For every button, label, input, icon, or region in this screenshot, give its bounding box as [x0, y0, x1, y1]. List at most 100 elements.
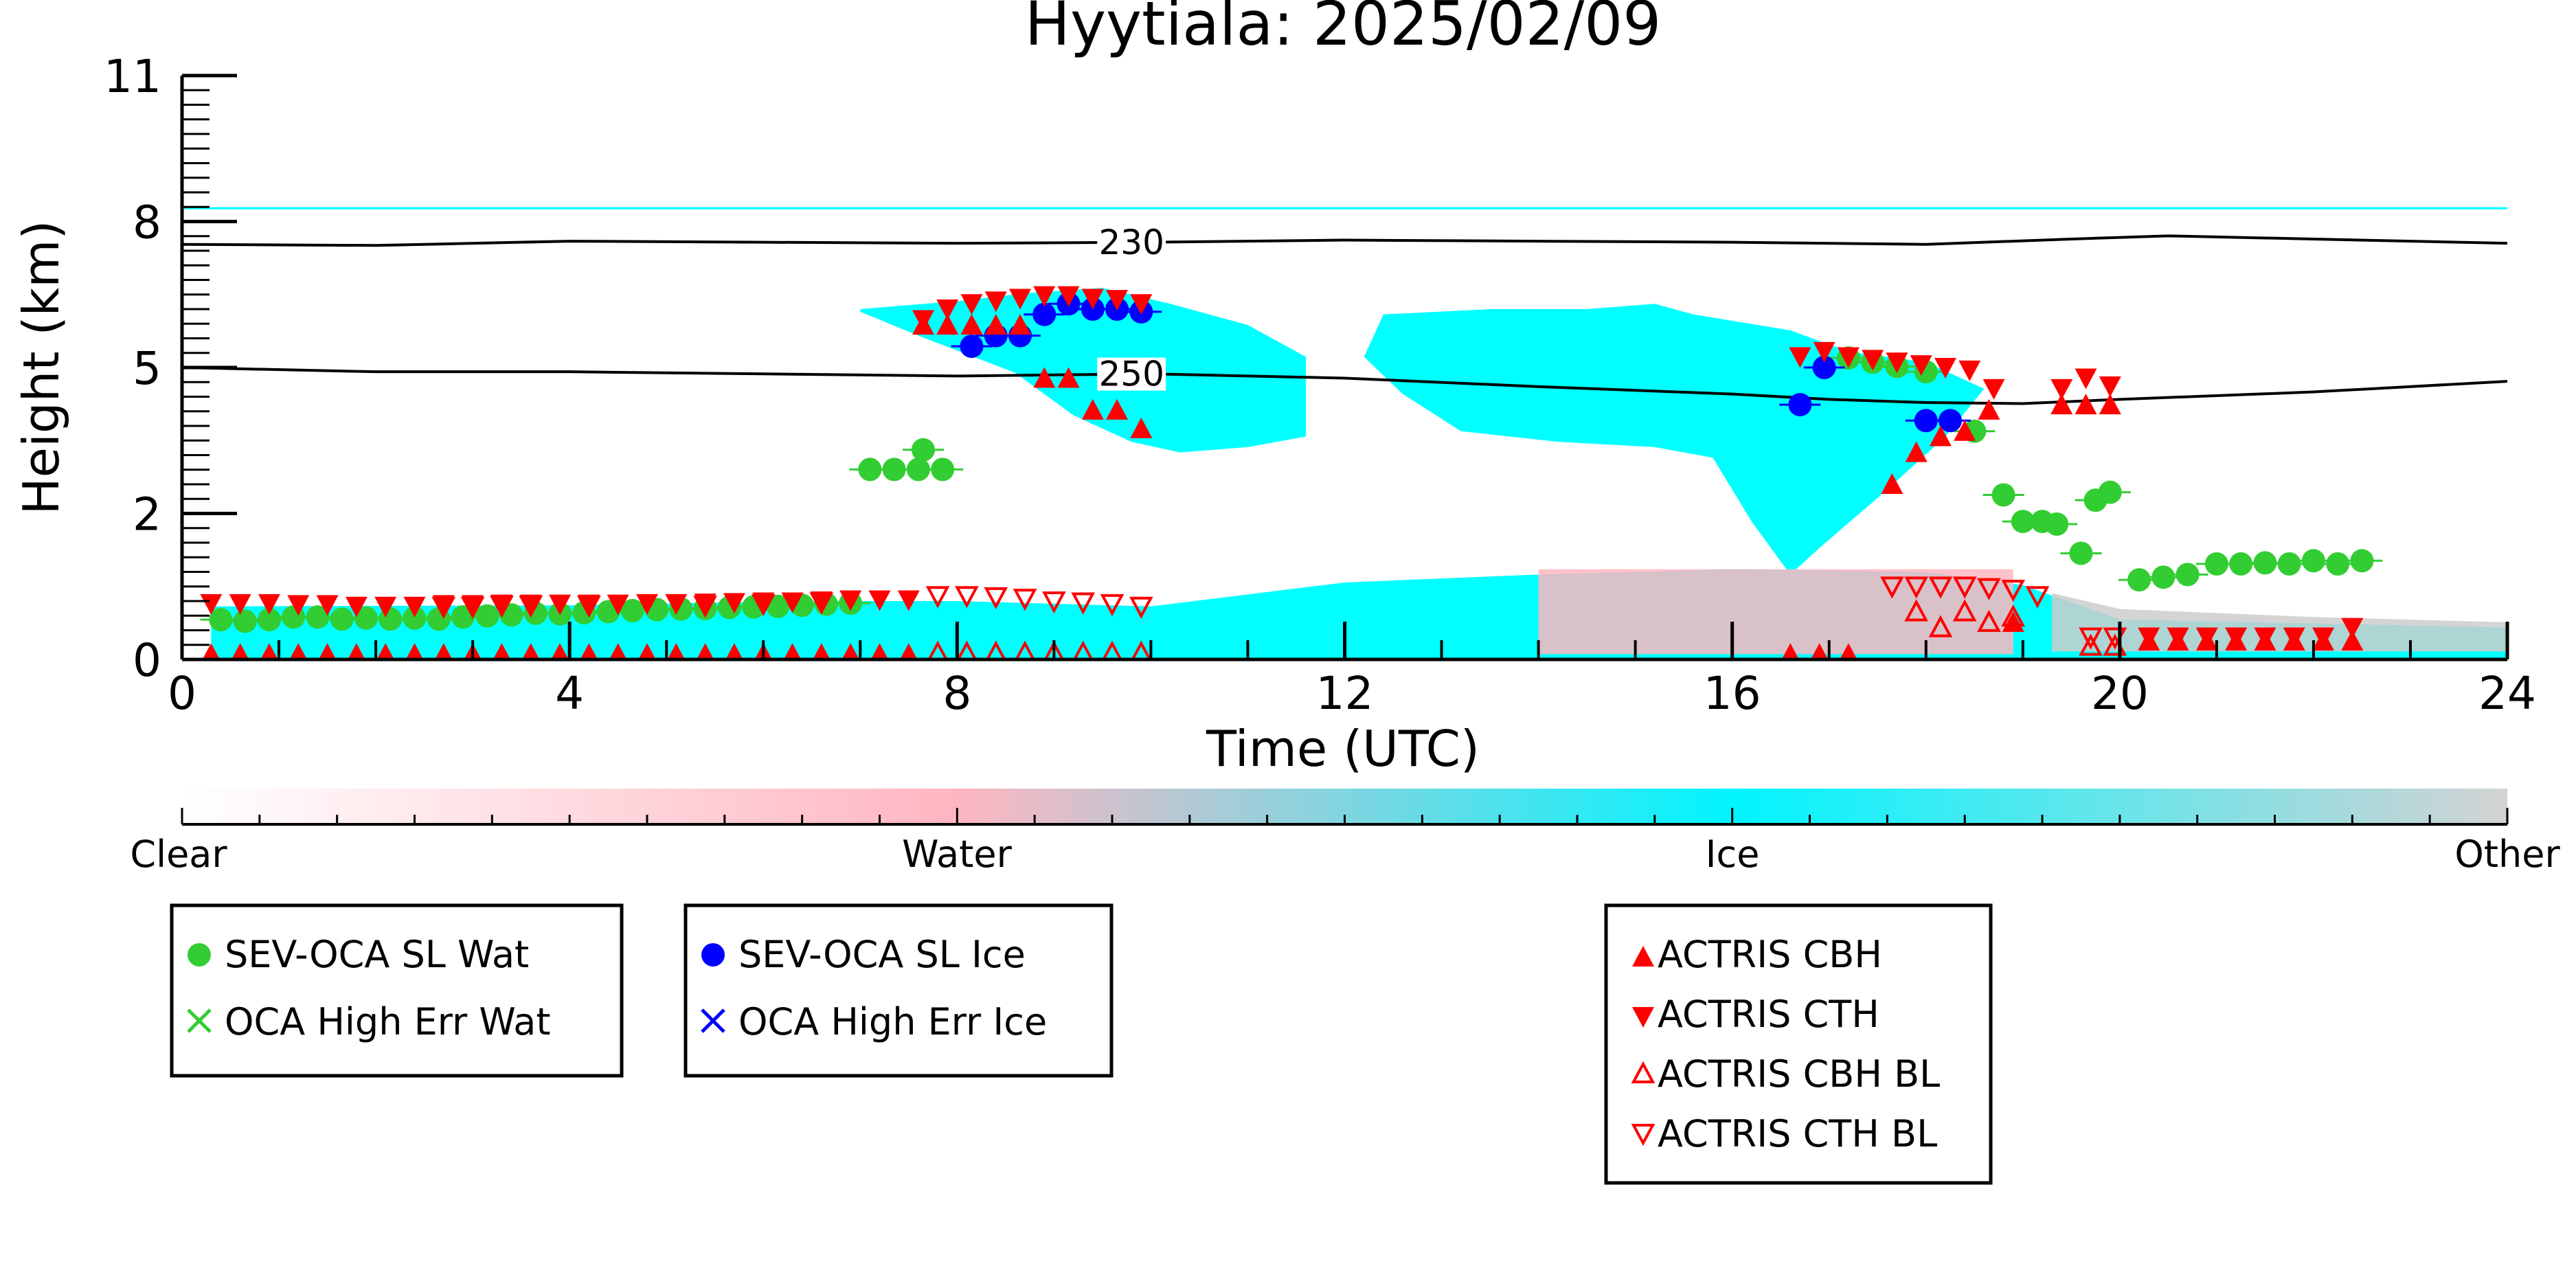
actris-cth-bl-point: [809, 592, 834, 615]
actris-cbh-point: [1905, 441, 1928, 462]
actris-cth-point: [2195, 627, 2218, 648]
actris-cth-point: [490, 594, 513, 615]
legend-label-oca-err-ice: OCA High Err Ice: [738, 1000, 1047, 1043]
y-tick-label: 11: [104, 50, 161, 103]
actris-cbh-point: [376, 643, 394, 659]
actris-cth-point: [258, 594, 280, 615]
actris-cth-point: [2225, 627, 2248, 648]
sev-oca-sl-wat-point: [330, 607, 354, 631]
x-tick-label: 24: [2478, 667, 2536, 720]
actris-cbh-bl-point: [1131, 640, 1152, 659]
actris-cth-point: [694, 594, 716, 615]
actris-cth-bl-point: [1952, 576, 1977, 599]
contour-label-230: 230: [1098, 223, 1164, 262]
actris-cbh-bl-point: [1015, 640, 1035, 659]
actris-cth-point: [2050, 379, 2073, 400]
actris-cbh-bl-point: [956, 640, 978, 659]
sev-oca-sl-wat-point: [354, 606, 378, 630]
actris-cth-point: [607, 594, 629, 615]
cloud-region-ice: [1364, 304, 1985, 575]
actris-cbh-point: [984, 314, 1007, 335]
actris-cbh-point: [667, 643, 685, 659]
actris-cth-point: [1862, 350, 1884, 371]
legend-actris-box: [1604, 903, 1993, 1185]
actris-cbh-point: [841, 643, 859, 659]
actris-cbh-bl-point: [1102, 640, 1122, 659]
actris-cth-point: [2283, 627, 2305, 648]
sev-oca-sl-wat-point: [257, 608, 281, 632]
actris-cth-point: [2138, 627, 2160, 648]
x-tick-label: 20: [2091, 667, 2149, 720]
y-tick-label: 8: [133, 196, 161, 249]
sev-oca-sl-wat-point: [931, 457, 955, 482]
y-axis-label: Height (km): [12, 221, 70, 515]
actris-cth-bl-point: [2079, 627, 2103, 650]
actris-cth-point: [2312, 627, 2335, 648]
sev-oca-sl-ice-point: [1939, 409, 1963, 433]
actris-cth-point: [1057, 286, 1080, 307]
legend-label-actris-cbh-bl: ACTRIS CBH BL: [1658, 1052, 1940, 1096]
colorbar: Clear Water Ice Other: [130, 789, 2560, 876]
actris-cth-point: [665, 594, 688, 615]
actris-cbh-point: [2002, 611, 2024, 632]
contour-line-250: [181, 366, 2508, 405]
actris-cth-bl-point: [1013, 589, 1037, 611]
actris-cbh-point: [638, 643, 656, 659]
legend-actris: ACTRIS CBH ACTRIS CTH ACTRIS CBH BL ACTR…: [1604, 903, 1993, 1185]
actris-cbh-bl-point: [1904, 599, 1928, 622]
actris-cth-point: [1081, 289, 1104, 310]
sev-oca-sl-wat-point: [766, 594, 790, 618]
actris-cth-point: [345, 596, 368, 618]
actris-cth-point: [897, 590, 920, 611]
actris-cth-bl-point: [1977, 578, 2001, 600]
actris-cth-point: [723, 593, 745, 614]
actris-cbh-point: [231, 643, 249, 659]
colorbar-label-other: Other: [2454, 833, 2560, 876]
sev-oca-sl-wat-point: [858, 457, 882, 482]
sev-oca-sl-wat-point: [2176, 563, 2200, 587]
legend-water: SEV-OCA SL Wat OCA High Err Wat: [170, 903, 624, 1078]
legend-marker-actris-cbh-bl: [1631, 1061, 1656, 1083]
sev-oca-sl-wat-point: [2350, 549, 2374, 573]
contour-label-250: 250: [1098, 354, 1164, 394]
actris-cbh-point: [1009, 314, 1032, 335]
actris-cth-point: [316, 595, 339, 616]
sev-oca-sl-wat-point: [475, 604, 499, 628]
actris-cth-bl-point: [519, 596, 543, 618]
actris-cbh-point: [1978, 398, 2000, 420]
legend-label-actris-cbh: ACTRIS CBH: [1658, 933, 1882, 976]
legend-marker-sev-oca-ice: [701, 943, 725, 967]
actris-cbh-point: [2341, 629, 2364, 651]
actris-cbh-bl-point: [927, 640, 948, 659]
sev-oca-sl-wat-point: [2253, 551, 2277, 575]
actris-cbh-point: [1106, 398, 1129, 420]
actris-cth-point: [1789, 347, 1811, 368]
legend-label-sev-oca-wat: SEV-OCA SL Wat: [225, 933, 529, 976]
actris-cth-point: [1837, 347, 1860, 368]
actris-cth-bl-point: [1928, 576, 1953, 599]
actris-cbh-point: [1954, 420, 1976, 441]
actris-cbh-bl-point: [985, 640, 1006, 659]
cloud-region-water: [1538, 569, 2013, 655]
actris-cth-point: [839, 590, 862, 611]
actris-cbh-point: [2050, 394, 2073, 415]
actris-cth-point: [403, 596, 426, 618]
sev-oca-sl-wat-point: [2151, 565, 2176, 589]
sev-oca-sl-wat-point: [2277, 552, 2301, 576]
actris-cth-point: [912, 310, 934, 331]
actris-cbh-point: [522, 643, 540, 659]
actris-cbh-bl-point: [1977, 609, 2001, 632]
actris-cth-point: [2167, 627, 2189, 648]
actris-cbh-point: [551, 643, 569, 659]
actris-cbh-point: [202, 643, 220, 659]
actris-cth-bl-point: [955, 586, 979, 609]
sev-oca-sl-wat-point: [2069, 541, 2093, 565]
legend-ice: SEV-OCA SL Ice OCA High Err Ice: [683, 903, 1114, 1078]
actris-cth-point: [1982, 379, 2005, 400]
actris-cth-point: [781, 592, 804, 613]
x-axis-label: Time (UTC): [1206, 720, 1480, 778]
sev-oca-sl-wat-point: [882, 457, 906, 482]
sev-oca-sl-wat-point: [233, 609, 257, 633]
sev-oca-sl-wat-point: [2098, 480, 2122, 504]
x-tick-label: 16: [1704, 667, 1761, 720]
